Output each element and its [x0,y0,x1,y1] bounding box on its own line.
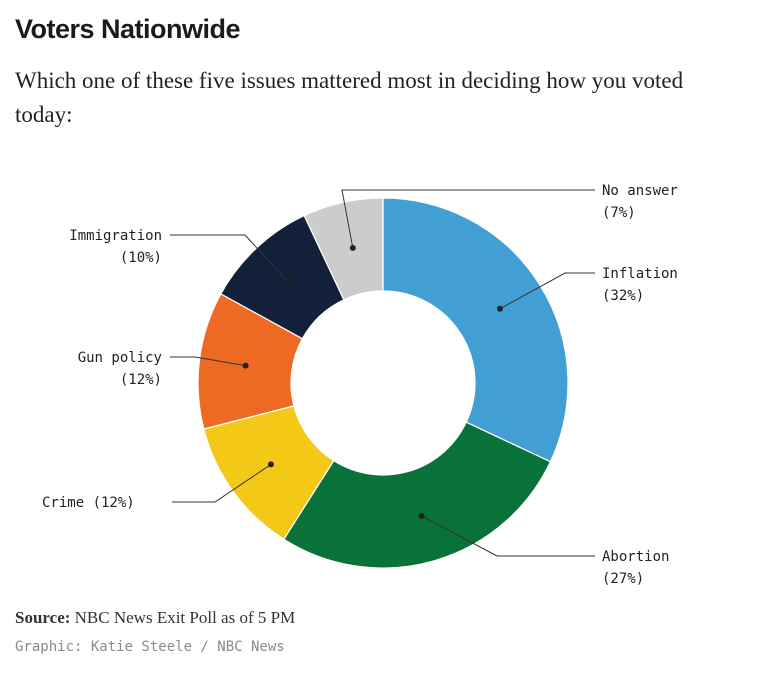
leader-dot-crime [267,461,274,468]
label-inflation: Inflation [602,266,678,282]
leader-dot-abortion [418,513,425,520]
value-label-abortion: (27%) [602,571,644,587]
slice-abortion [283,421,552,569]
leader-line-crime [172,463,272,503]
leader-line-immigration [170,234,289,283]
leader-line-no-answer [341,189,595,248]
label-crime: Crime (12%) [42,495,135,511]
label-gun-policy: Gun policy [78,350,162,366]
chart-title: Voters Nationwide [15,14,241,44]
source-note: Source: NBC News Exit Poll as of 5 PM [15,608,295,628]
label-immigration: Immigration [69,228,162,244]
value-label-gun-policy: (12%) [120,372,162,388]
donut-chart: Inflation (32%) Abortion (27%) Crime (12%) Gu… [42,183,678,587]
graphic-credit: Graphic: Katie Steele / NBC News [15,639,285,655]
leader-dot-inflation [496,305,503,312]
leader-line-gun-policy [170,356,246,367]
leader-dot-no-answer [349,244,356,251]
label-abortion: Abortion [602,549,669,565]
chart-subtitle: Which one of these five issues mattered … [15,68,684,127]
value-label-inflation: (32%) [602,288,644,304]
label-no-answer: No answer [602,183,678,199]
leader-dot-immigration [285,279,292,286]
leader-dot-gun-policy [242,362,249,369]
slice-no-answer [303,197,384,301]
source-text: NBC News Exit Poll as of 5 PM [74,608,296,627]
leader-line-inflation [499,272,595,310]
source-label: Source: [15,608,71,627]
value-label-immigration: (10%) [120,250,162,266]
slice-inflation [382,197,569,463]
leader-line-abortion [421,515,595,557]
value-label-no-answer: (7%) [602,205,636,221]
